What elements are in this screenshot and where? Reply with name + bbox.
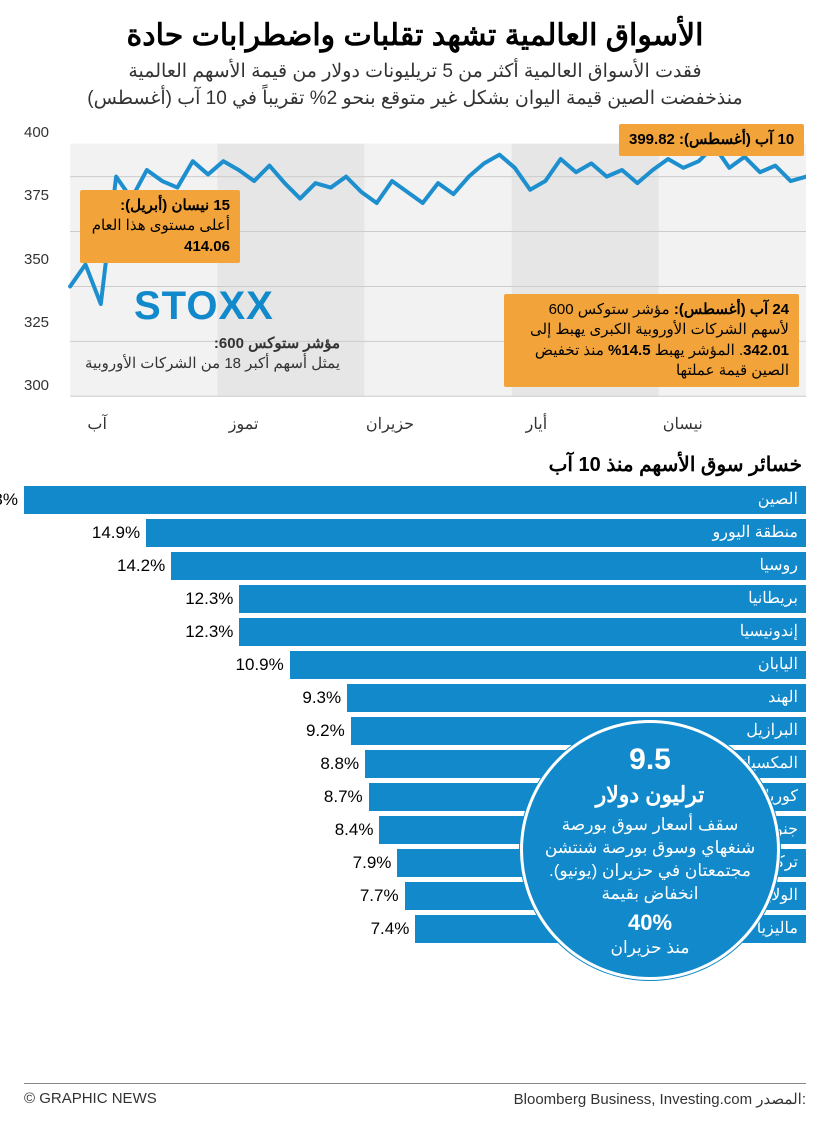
bar-label: روسيا xyxy=(681,552,806,580)
callout-aug24: 24 آب (أغسطس): مؤشر ستوكس 600 لأسهم الشر… xyxy=(504,294,799,387)
stoxx-logo: STOXX xyxy=(134,284,274,329)
bar-label: إندونيسيا xyxy=(681,618,806,646)
footer: © GRAPHIC NEWS Bloomberg Business, Inves… xyxy=(24,1083,806,1108)
bar-fill: 12.3% xyxy=(239,585,681,613)
line-chart-svg xyxy=(24,124,806,434)
bar-value: 9.3% xyxy=(302,688,347,708)
bar-row: اليابان10.9% xyxy=(24,650,806,680)
bar-value: 18.3% xyxy=(0,490,24,510)
page-title: الأسواق العالمية تشهد تقلبات واضطرابات ح… xyxy=(24,18,806,53)
bar-value: 12.3% xyxy=(185,622,239,642)
bar-fill: 12.3% xyxy=(239,618,681,646)
bar-chart-title: خسائر سوق الأسهم منذ 10 آب xyxy=(24,452,806,477)
bar-value: 8.7% xyxy=(324,787,369,807)
bar-fill: 10.9% xyxy=(290,651,681,679)
copyright: © GRAPHIC NEWS xyxy=(24,1090,157,1108)
bar-value: 14.2% xyxy=(117,556,171,576)
y-axis: 400375350325300 xyxy=(24,124,69,394)
subtitle: فقدت الأسواق العالمية أكثر من 5 تريليونا… xyxy=(24,59,806,112)
bar-row: الصين18.3% xyxy=(24,485,806,515)
bar-label: اليابان xyxy=(681,651,806,679)
bar-fill: 9.3% xyxy=(347,684,681,712)
bar-value: 9.2% xyxy=(306,721,351,741)
bar-label: منطقة اليورو xyxy=(681,519,806,547)
bar-row: منطقة اليورو14.9% xyxy=(24,518,806,548)
bar-fill: 14.2% xyxy=(171,552,681,580)
bar-value: 14.9% xyxy=(92,523,146,543)
source: Bloomberg Business, Investing.com المصدر… xyxy=(514,1090,806,1108)
callout-apr15: 15 نيسان (أبريل):أعلى مستوى هذا العام414… xyxy=(80,190,240,263)
bar-label: الصين xyxy=(681,486,806,514)
bar-fill: 14.9% xyxy=(146,519,681,547)
bar-label: الهند xyxy=(681,684,806,712)
bar-row: روسيا14.2% xyxy=(24,551,806,581)
bar-row: بريطانيا12.3% xyxy=(24,584,806,614)
stoxx-caption: مؤشر ستوكس 600:يمثل أسهم أكبر 18 من الشر… xyxy=(80,334,340,373)
bar-row: إندونيسيا12.3% xyxy=(24,617,806,647)
bar-row: الهند9.3% xyxy=(24,683,806,713)
info-circle: 9.5ترليون دولارسقف أسعار سوق بورصة شنغها… xyxy=(520,720,780,980)
bar-value: 10.9% xyxy=(235,655,289,675)
bar-value: 7.7% xyxy=(360,886,405,906)
bar-value: 12.3% xyxy=(185,589,239,609)
bar-value: 8.4% xyxy=(335,820,380,840)
x-axis: نيسانأيارحزيرانتموزآب xyxy=(24,414,756,434)
bar-value: 7.9% xyxy=(353,853,398,873)
bar-label: بريطانيا xyxy=(681,585,806,613)
bar-value: 8.8% xyxy=(320,754,365,774)
bar-fill: 18.3% xyxy=(24,486,681,514)
line-chart: 400375350325300 نيسانأيارحزيرانتموزآب 10… xyxy=(24,124,806,434)
bar-value: 7.4% xyxy=(371,919,416,939)
callout-aug10: 10 آب (أغسطس): 399.82 xyxy=(619,124,804,156)
